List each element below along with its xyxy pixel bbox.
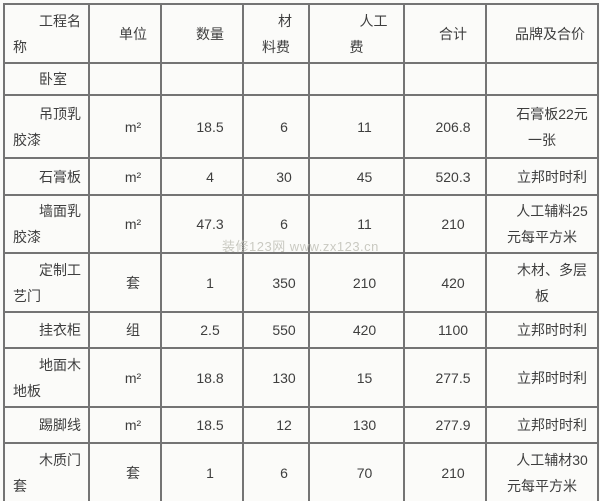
cell-name: 吊顶乳胶漆 xyxy=(3,94,90,159)
table-row: 石膏板 m² 4 30 45 520.3 立邦时时利 xyxy=(3,157,599,196)
cell-unit: m² xyxy=(88,94,162,159)
cell-labor xyxy=(308,62,405,96)
cell-unit: 套 xyxy=(88,252,162,313)
cell-material: 6 xyxy=(242,94,310,159)
cell-qty xyxy=(160,62,244,96)
cell-qty: 18.8 xyxy=(160,347,244,408)
cell-brand xyxy=(485,62,599,96)
cell-labor: 11 xyxy=(308,194,405,254)
cell-qty: 4 xyxy=(160,157,244,196)
cell-name: 挂衣柜 xyxy=(3,311,90,349)
header-total: 合计 xyxy=(403,3,487,64)
cell-total: 1100 xyxy=(403,311,487,349)
table-row: 木质门套套 1 6 70 210 人工辅材30元每平方米 xyxy=(3,442,599,501)
cell-unit: m² xyxy=(88,194,162,254)
cell-total: 420 xyxy=(403,252,487,313)
renovation-quote-table: 工程名称 单位 数量 材料费 人工费 合计 品牌及合价 卧室 吊顶乳胶漆 m² 18.… xyxy=(3,3,599,501)
cell-unit: 套 xyxy=(88,442,162,501)
table-body: 卧室 吊顶乳胶漆 m² 18.5 6 11 206.8 石膏板22元一张 石膏板 m² 4 30 45 5… xyxy=(3,62,599,501)
table-row: 墙面乳胶漆 m² 47.3 6 11 210 人工辅料25元每平方米 xyxy=(3,194,599,254)
cell-name: 墙面乳胶漆 xyxy=(3,194,90,254)
cell-total: 277.9 xyxy=(403,406,487,444)
cell-labor: 70 xyxy=(308,442,405,501)
cell-brand: 木材、多层板 xyxy=(485,252,599,313)
cell-brand: 人工辅料25元每平方米 xyxy=(485,194,599,254)
cell-material: 6 xyxy=(242,442,310,501)
cell-material: 550 xyxy=(242,311,310,349)
cell-material: 30 xyxy=(242,157,310,196)
cell-name: 地面木地板 xyxy=(3,347,90,408)
cell-unit: 组 xyxy=(88,311,162,349)
cell-labor: 210 xyxy=(308,252,405,313)
cell-qty: 1 xyxy=(160,442,244,501)
cell-qty: 2.5 xyxy=(160,311,244,349)
cell-material: 350 xyxy=(242,252,310,313)
cell-material: 130 xyxy=(242,347,310,408)
cell-name: 卧室 xyxy=(3,62,90,96)
table-row: 地面木地板 m² 18.8 130 15 277.5 立邦时时利 xyxy=(3,347,599,408)
cell-brand: 石膏板22元一张 xyxy=(485,94,599,159)
cell-total: 210 xyxy=(403,442,487,501)
cell-material xyxy=(242,62,310,96)
cell-qty: 1 xyxy=(160,252,244,313)
cell-labor: 130 xyxy=(308,406,405,444)
cell-qty: 18.5 xyxy=(160,406,244,444)
table-row: 吊顶乳胶漆 m² 18.5 6 11 206.8 石膏板22元一张 xyxy=(3,94,599,159)
cell-labor: 420 xyxy=(308,311,405,349)
header-quantity: 数量 xyxy=(160,3,244,64)
cell-labor: 11 xyxy=(308,94,405,159)
cell-labor: 15 xyxy=(308,347,405,408)
cell-unit: m² xyxy=(88,347,162,408)
cell-material: 6 xyxy=(242,194,310,254)
cell-unit: m² xyxy=(88,406,162,444)
cell-total: 520.3 xyxy=(403,157,487,196)
cell-material: 12 xyxy=(242,406,310,444)
cell-total: 277.5 xyxy=(403,347,487,408)
table-row: 卧室 xyxy=(3,62,599,96)
cell-name: 石膏板 xyxy=(3,157,90,196)
header-unit: 单位 xyxy=(88,3,162,64)
cell-total: 206.8 xyxy=(403,94,487,159)
cell-brand: 人工辅材30元每平方米 xyxy=(485,442,599,501)
cell-labor: 45 xyxy=(308,157,405,196)
header-material-fee: 材料费 xyxy=(242,3,310,64)
table-row: 定制工艺门套 1 350 210 420 木材、多层板 xyxy=(3,252,599,313)
cell-brand: 立邦时时利 xyxy=(485,157,599,196)
cell-total xyxy=(403,62,487,96)
table-row: 踢脚线 m² 18.5 12 130 277.9 立邦时时利 xyxy=(3,406,599,444)
cell-qty: 18.5 xyxy=(160,94,244,159)
header-labor-fee: 人工费 xyxy=(308,3,405,64)
cell-name: 定制工艺门 xyxy=(3,252,90,313)
cell-unit: m² xyxy=(88,157,162,196)
header-project-name: 工程名称 xyxy=(3,3,90,64)
cell-qty: 47.3 xyxy=(160,194,244,254)
cell-unit xyxy=(88,62,162,96)
header-brand-price: 品牌及合价 xyxy=(485,3,599,64)
table-header-row: 工程名称 单位 数量 材料费 人工费 合计 品牌及合价 xyxy=(3,3,599,64)
cell-name: 踢脚线 xyxy=(3,406,90,444)
cell-total: 210 xyxy=(403,194,487,254)
cell-name: 木质门套 xyxy=(3,442,90,501)
cell-brand: 立邦时时利 xyxy=(485,347,599,408)
cell-brand: 立邦时时利 xyxy=(485,311,599,349)
cell-brand: 立邦时时利 xyxy=(485,406,599,444)
table-row: 挂衣柜组 2.5 550 420 1100 立邦时时利 xyxy=(3,311,599,349)
